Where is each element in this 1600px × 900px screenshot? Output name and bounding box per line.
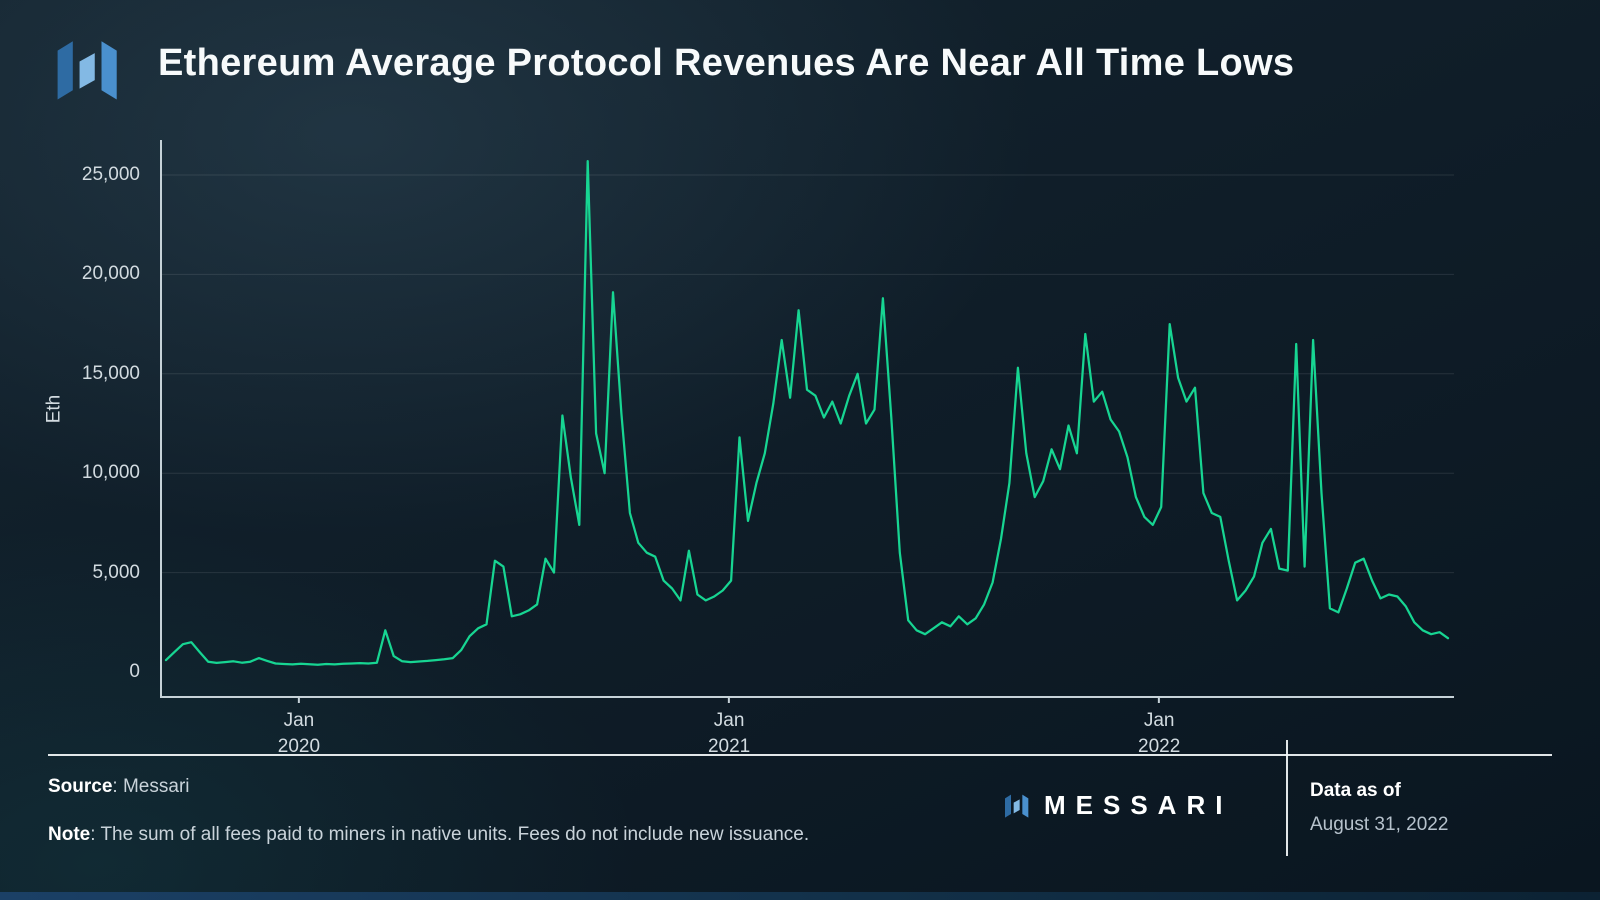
note-label: Note [48,824,91,845]
y-axis-ticks: 0 5,000 10,000 15,000 20,000 25,000 [0,140,150,696]
y-tick-label: 20,000 [81,263,140,285]
x-tickmark [728,696,731,703]
messari-logo-svg [57,41,117,100]
y-tick-label: 0 [129,661,140,682]
y-tick-label: 15,000 [81,362,140,384]
revenue-line [164,159,1450,666]
gridlines [162,174,1454,574]
footer-vertical-divider [1286,740,1288,856]
x-axis-ticks: Jan 2020 Jan 2021 Jan 2022 [160,696,1452,766]
footer-divider [48,754,1552,756]
messari-wordmark-text: MESSARI [1044,790,1233,820]
logo-bar-right [101,41,117,100]
y-tick-label: 5,000 [92,561,140,583]
data-as-of-date: August 31, 2022 [1310,814,1449,835]
wordmark-bar-right [1022,794,1029,818]
y-tick-label: 10,000 [81,462,140,484]
logo-bar-left [57,41,73,100]
x-tickmark [297,696,300,703]
source-label: Source [48,776,113,797]
note-line: Note: The sum of all fees paid to miners… [48,824,809,846]
wordmark-bar-left [1005,794,1011,818]
messari-logo-icon [50,32,126,108]
x-tick-month: Jan [283,710,315,731]
logo-bar-middle [79,53,95,89]
bottom-accent-strip [0,892,1600,900]
wordmark-bar-middle [1013,798,1020,813]
messari-wordmark-icon [1005,794,1029,818]
x-tick-month: Jan [1143,710,1175,731]
x-tickmark [1158,696,1161,703]
x-tick-year: 2021 [707,735,751,757]
data-as-of-label: Data as of [1310,780,1401,801]
messari-wordmark: MESSARI [1002,790,1232,821]
source-line: Source: Messari [48,776,190,798]
x-tick-label: Jan 2020 [278,696,320,759]
revenue-line-chart [160,140,1454,698]
x-tick-month: Jan [713,710,745,731]
x-tick-label: Jan 2021 [708,696,750,759]
source-value: : Messari [112,776,190,797]
page-title: Ethereum Average Protocol Revenues Are N… [158,42,1295,84]
x-tick-year: 2022 [1138,735,1181,757]
chart-line-svg [162,159,1454,666]
x-tick-year: 2020 [277,735,321,757]
y-tick-label: 25,000 [81,164,140,185]
note-value: : The sum of all fees paid to miners in … [90,824,810,845]
x-tick-label: Jan 2022 [1138,696,1180,759]
